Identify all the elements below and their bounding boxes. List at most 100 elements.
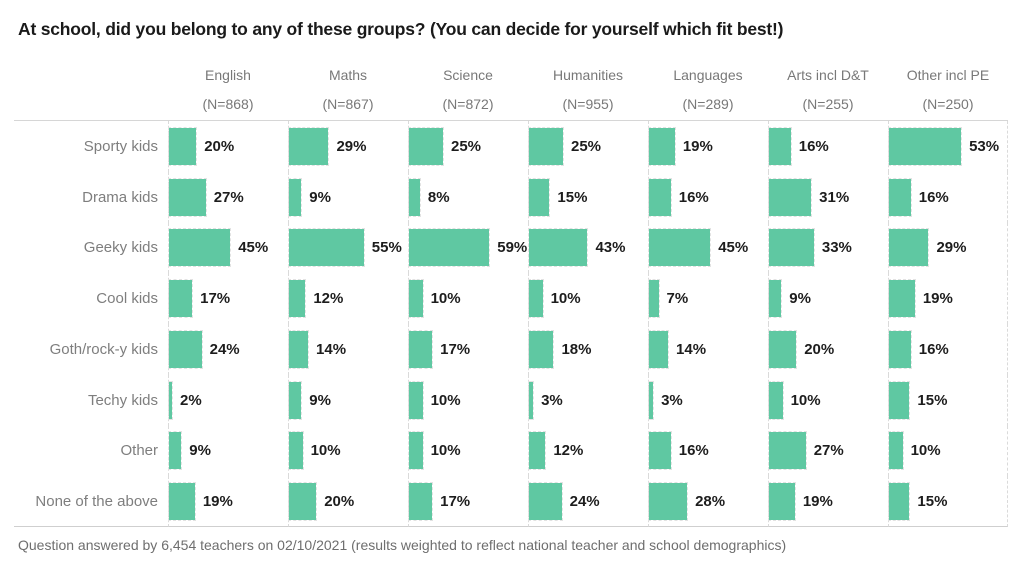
bar-cell: 9% <box>287 171 408 223</box>
bar-value-label: 29% <box>336 137 367 155</box>
bar-value-label: 19% <box>802 492 833 510</box>
bar-value-label: 14% <box>316 340 347 358</box>
bar-value-label: 43% <box>595 239 626 257</box>
bar-value-label: 12% <box>313 290 344 308</box>
bar-value-label: 10% <box>550 290 581 308</box>
bar-value-label: 15% <box>917 492 948 510</box>
bar-cell: 10% <box>288 425 408 477</box>
bar-cell: 10% <box>888 425 1008 477</box>
bar <box>887 228 930 268</box>
bar-value-label: 10% <box>310 442 341 460</box>
bar-value-label: 19% <box>682 137 713 155</box>
bar <box>768 126 792 166</box>
column-n-label: (N=250) <box>922 96 974 112</box>
bar-value-label: 17% <box>440 340 471 358</box>
bar <box>648 279 660 319</box>
bar <box>768 380 784 420</box>
bar-cell: 17% <box>167 273 288 324</box>
row-label: Other <box>120 442 158 460</box>
bar-cell: 33% <box>768 222 888 274</box>
bar-value-label: 16% <box>918 340 949 358</box>
bar-cell: 3% <box>527 374 648 426</box>
bar <box>168 481 196 521</box>
bar-value-label: 9% <box>189 442 211 460</box>
bar-cell: 16% <box>648 425 768 477</box>
bar-value-label: 17% <box>200 290 231 308</box>
bar <box>287 177 303 217</box>
bar <box>288 228 365 268</box>
column-n-label: (N=867) <box>322 96 374 112</box>
bar-value-label: 3% <box>541 391 563 409</box>
bar-cell: 19% <box>768 476 888 527</box>
bar <box>647 481 689 521</box>
bar <box>888 177 912 217</box>
bar <box>767 279 783 319</box>
bar-value-label: 10% <box>430 290 461 308</box>
bar-cell: 27% <box>168 171 288 223</box>
column-subject-label: Languages <box>673 67 743 83</box>
bar-cell: 7% <box>648 273 768 324</box>
bar <box>887 126 963 166</box>
bar-value-label: 59% <box>497 239 528 257</box>
bar-value-label: 8% <box>427 188 450 206</box>
bar <box>407 481 434 521</box>
bar-value-label: 31% <box>819 188 850 206</box>
bar-cell: 29% <box>887 222 1008 274</box>
column-header: Other incl PE (N=250) <box>888 55 1008 121</box>
bar-value-label: 9% <box>789 290 811 308</box>
bar <box>287 279 307 319</box>
bar-cell: 19% <box>648 121 768 172</box>
bar-value-label: 29% <box>936 239 967 257</box>
bar <box>408 279 424 319</box>
bar-value-label: 25% <box>451 137 482 155</box>
bar-cell: 27% <box>768 425 888 477</box>
column-subject-label: Other incl PE <box>906 67 990 83</box>
header-spacer <box>14 55 168 121</box>
bar <box>647 380 655 420</box>
bar-cell: 25% <box>528 121 648 172</box>
bar-cell: 16% <box>888 324 1008 375</box>
bar <box>168 380 173 420</box>
column-n-label: (N=289) <box>682 96 734 112</box>
bar-cell: 45% <box>167 222 288 274</box>
bar-cell: 10% <box>408 374 528 426</box>
bar <box>887 380 911 420</box>
bar-value-label: 33% <box>821 239 852 257</box>
bar-value-label: 55% <box>371 239 402 257</box>
bar-cell: 16% <box>888 171 1008 223</box>
bar <box>648 126 676 166</box>
bar-value-label: 28% <box>695 492 726 510</box>
bar <box>647 228 712 268</box>
bar-value-label: 45% <box>238 239 269 257</box>
bar <box>887 481 911 521</box>
bar-cell: 9% <box>167 425 288 477</box>
bar-value-label: 12% <box>553 442 584 460</box>
bar-cell: 10% <box>768 374 888 426</box>
column-subject-label: Science <box>443 67 493 83</box>
column-n-label: (N=955) <box>562 96 614 112</box>
bar-cell: 12% <box>527 425 648 477</box>
bar <box>167 228 232 268</box>
chart-footnote: Question answered by 6,454 teachers on 0… <box>18 537 787 553</box>
bar-cell: 55% <box>288 222 408 274</box>
bar-value-label: 9% <box>309 188 331 206</box>
bar-cell: 31% <box>767 171 888 223</box>
column-header: Maths (N=867) <box>288 55 408 121</box>
bar <box>167 431 183 471</box>
bar-value-label: 16% <box>678 442 709 460</box>
bar-cell: 28% <box>647 476 768 527</box>
bar <box>167 126 198 166</box>
bar <box>287 380 303 420</box>
column-header: English (N=868) <box>168 55 288 121</box>
bar-cell: 17% <box>407 476 528 527</box>
bar-cell: 12% <box>287 273 408 324</box>
bar <box>528 279 544 319</box>
column-n-label: (N=868) <box>202 96 254 112</box>
bar <box>527 329 555 369</box>
bar-cell: 15% <box>887 374 1008 426</box>
column-header: Languages (N=289) <box>648 55 768 121</box>
bar-cell: 2% <box>168 374 288 426</box>
bar-value-label: 15% <box>917 391 948 409</box>
bar-value-label: 27% <box>213 188 244 206</box>
bar <box>888 431 904 471</box>
